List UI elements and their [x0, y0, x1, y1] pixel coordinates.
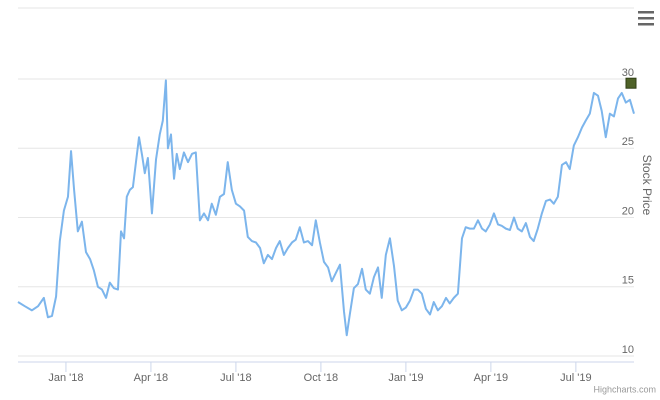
x-tick-label: Jan '18 — [48, 372, 83, 384]
x-tick-label: Apr '18 — [134, 372, 169, 384]
last-price-marker — [625, 77, 637, 89]
y-axis-title: Stock Price — [640, 155, 654, 216]
y-tick-label: 30 — [622, 67, 634, 79]
menu-button[interactable] — [638, 11, 654, 26]
x-tick-label: Jul '18 — [220, 372, 251, 384]
menu-bar — [638, 17, 654, 20]
x-tick-label: Jan '19 — [388, 372, 423, 384]
x-tick-label: Apr '19 — [474, 372, 509, 384]
y-tick-label: 15 — [622, 275, 634, 287]
y-tick-label: 25 — [622, 136, 634, 148]
credits[interactable]: Highcharts.com — [593, 384, 656, 394]
menu-bar — [638, 23, 654, 26]
price-line — [17, 79, 635, 337]
menu-bar — [638, 11, 654, 14]
x-tick-label: Jul '19 — [560, 372, 591, 384]
x-tick-label: Oct '18 — [304, 372, 339, 384]
y-tick-label: 20 — [622, 205, 634, 217]
y-tick-label: 10 — [622, 344, 634, 356]
